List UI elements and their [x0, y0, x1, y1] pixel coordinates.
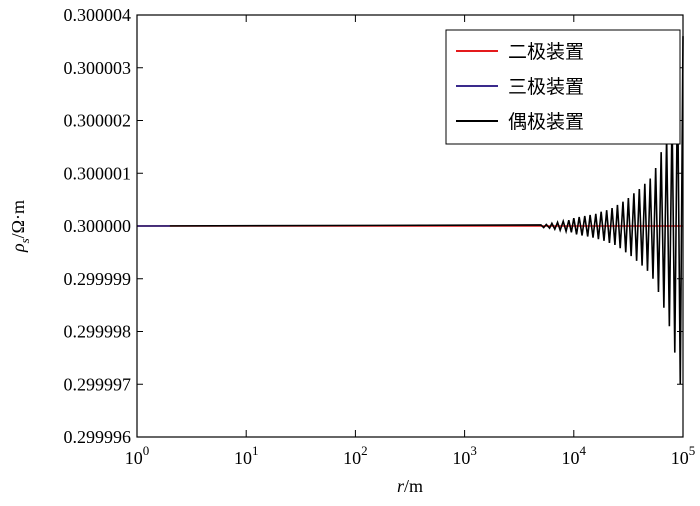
legend-label: 偶极装置 [508, 111, 584, 133]
y-tick-label: 0.299999 [64, 269, 132, 289]
plot-frame [136, 14, 684, 438]
x-tick-exponent: 2 [361, 443, 368, 458]
x-tick-base: 10 [562, 448, 580, 468]
y-tick-label: 0.300004 [64, 5, 132, 25]
x-label-var: r [397, 476, 405, 496]
x-tick-exponent: 4 [580, 443, 587, 458]
x-tick-base: 10 [125, 448, 143, 468]
y-label-sub: s [17, 238, 32, 243]
x-tick-exponent: 3 [470, 443, 477, 458]
x-label-unit: /m [404, 476, 423, 496]
legend-label: 三极装置 [508, 76, 584, 98]
x-tick-base: 10 [343, 448, 361, 468]
x-tick-exponent: 1 [252, 443, 259, 458]
y-label-unit: /Ω·m [8, 200, 28, 238]
y-tick-label: 0.300001 [64, 163, 132, 183]
y-tick-label: 0.299996 [64, 427, 132, 447]
x-tick-label: 100 [125, 443, 150, 468]
series-line [136, 36, 684, 385]
y-label-var: ρ [8, 243, 28, 253]
x-tick-label: 103 [452, 443, 477, 468]
x-tick-exponent: 5 [689, 443, 696, 458]
legend-label: 二极装置 [508, 41, 584, 63]
y-tick-label: 0.299998 [64, 322, 132, 342]
y-tick-label: 0.300003 [64, 58, 132, 78]
y-tick-label: 0.299997 [64, 374, 132, 394]
x-tick-label: 105 [671, 443, 696, 468]
y-tick-label: 0.300000 [64, 216, 132, 236]
x-tick-base: 10 [671, 448, 689, 468]
y-tick-label: 0.300002 [64, 111, 132, 131]
x-tick-base: 10 [234, 448, 252, 468]
x-tick-label: 102 [343, 443, 368, 468]
x-tick-exponent: 0 [143, 443, 150, 458]
x-tick-base: 10 [452, 448, 470, 468]
x-tick-label: 104 [562, 443, 587, 468]
x-axis-label: r/m [397, 476, 423, 496]
x-tick-label: 101 [234, 443, 259, 468]
y-axis-label: ρs/Ω·m [8, 200, 32, 253]
